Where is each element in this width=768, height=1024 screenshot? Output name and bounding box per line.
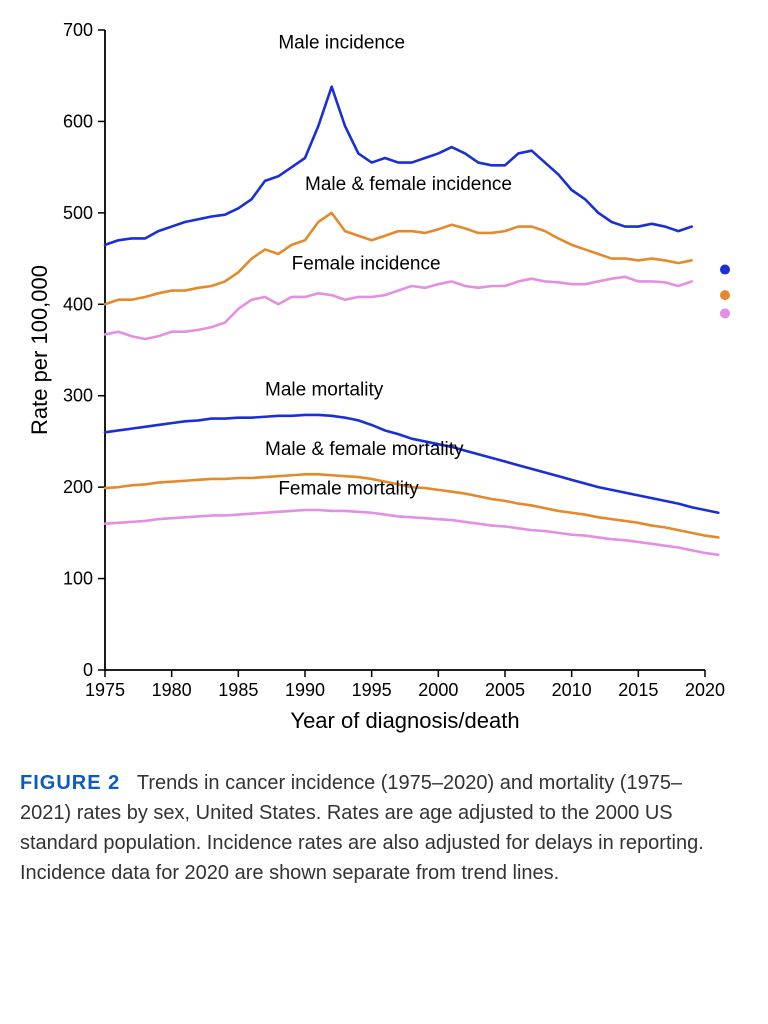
- y-tick-label: 700: [63, 20, 93, 40]
- series-female_incidence: [105, 277, 692, 339]
- y-tick-label: 300: [63, 386, 93, 406]
- series-label-female_mortality: Female mortality: [278, 478, 419, 499]
- x-tick-label: 1990: [285, 680, 325, 700]
- x-tick-label: 1995: [352, 680, 392, 700]
- x-tick-label: 1975: [85, 680, 125, 700]
- x-tick-label: 2020: [685, 680, 725, 700]
- series-label-both_mortality: Male & female mortality: [265, 439, 464, 460]
- x-tick-label: 2010: [552, 680, 592, 700]
- series-female_mortality: [105, 510, 718, 555]
- detached-point: [720, 308, 730, 318]
- y-tick-label: 0: [83, 660, 93, 680]
- figure-label: FIGURE 2: [20, 772, 120, 794]
- line-chart: 0 100 200 300 400 500 600 700 1975 1980 1985 1990 19…: [20, 20, 765, 740]
- x-tick-label: 1985: [218, 680, 258, 700]
- series-label-male_incidence: Male incidence: [278, 32, 405, 53]
- detached-point: [720, 290, 730, 300]
- x-tick-label: 1980: [152, 680, 192, 700]
- x-tick-label: 2000: [418, 680, 458, 700]
- x-tick-label: 2005: [485, 680, 525, 700]
- y-tick-label: 100: [63, 569, 93, 589]
- y-tick-label: 200: [63, 477, 93, 497]
- x-tick-label: 2015: [618, 680, 658, 700]
- y-tick-label: 500: [63, 203, 93, 223]
- detached-point: [720, 265, 730, 275]
- figure-caption: FIGURE 2 Trends in cancer incidence (197…: [20, 768, 720, 888]
- series-label-male_mortality: Male mortality: [265, 380, 384, 401]
- y-tick-label: 600: [63, 111, 93, 131]
- x-axis-label: Year of diagnosis/death: [290, 708, 519, 733]
- y-axis-label: Rate per 100,000: [27, 265, 52, 435]
- chart-container: 0 100 200 300 400 500 600 700 1975 1980 1985 1990 19…: [20, 20, 740, 740]
- y-tick-label: 400: [63, 294, 93, 314]
- series-male_incidence: [105, 87, 692, 245]
- series-label-female_incidence: Female incidence: [292, 254, 441, 275]
- figure-caption-text: Trends in cancer incidence (1975–2020) a…: [20, 772, 704, 884]
- series-label-both_incidence: Male & female incidence: [305, 174, 512, 195]
